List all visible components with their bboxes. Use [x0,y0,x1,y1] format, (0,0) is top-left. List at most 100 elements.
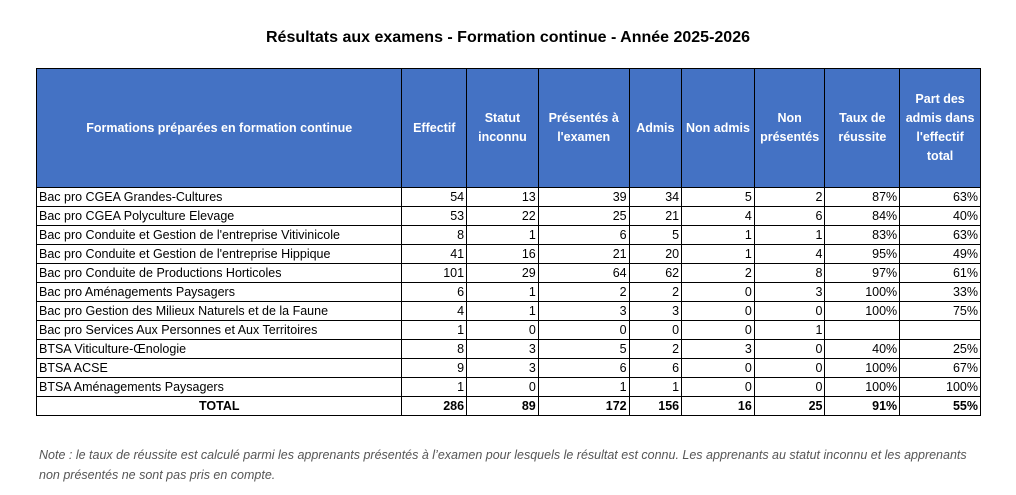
part-admis-cell: 33% [899,282,981,302]
statut-inconnu-cell: 1 [466,225,539,245]
part-admis-cell: 100% [899,377,981,397]
statut-inconnu-cell: 1 [466,282,539,302]
statut-inconnu-cell: 1 [466,301,539,321]
table-row: Bac pro CGEA Polyculture Elevage 53 22 25 21… [35,206,981,226]
total-statut-inconnu: 89 [466,396,539,416]
non-presentes-cell: 1 [753,225,826,245]
presentes-cell: 21 [537,244,630,264]
table-row: BTSA ACSE 9 3 6 6 0 0 100% 67% [35,358,981,378]
statut-inconnu-cell: 3 [466,358,539,378]
effectif-cell: 1 [401,377,468,397]
formation-name: Bac pro Aménagements Paysagers [35,282,403,302]
table-row: Bac pro Conduite et Gestion de l'entrepr… [35,225,981,245]
non-admis-cell: 1 [681,225,755,245]
taux-reussite-cell: 100% [824,301,901,321]
formation-name: Bac pro Gestion des Milieux Naturels et … [35,301,403,321]
statut-inconnu-cell: 16 [466,244,539,264]
part-admis-cell: 61% [899,263,981,283]
effectif-cell: 6 [401,282,468,302]
column-header-taux-reussite: Taux de réussite [824,68,901,188]
statut-inconnu-cell: 29 [466,263,539,283]
formation-name: BTSA Viticulture-Œnologie [35,339,403,359]
presentes-cell: 2 [537,282,630,302]
taux-reussite-cell: 100% [824,282,901,302]
presentes-cell: 64 [537,263,630,283]
table-row: Bac pro CGEA Grandes-Cultures 54 13 39 34 5 2 8… [35,187,981,207]
admis-cell: 20 [628,244,683,264]
column-header-effectif: Effectif [401,68,468,188]
taux-reussite-cell: 84% [824,206,901,226]
table-row: Bac pro Conduite de Productions Horticol… [35,263,981,283]
presentes-cell: 1 [537,377,630,397]
table-row: Bac pro Aménagements Paysagers 6 1 2 2 0 3 100%… [35,282,981,302]
non-presentes-cell: 0 [753,377,826,397]
taux-reussite-cell: 95% [824,244,901,264]
non-admis-cell: 0 [681,320,755,340]
effectif-cell: 1 [401,320,468,340]
footnote: Note : le taux de réussite est calculé p… [39,448,967,482]
page-title: Résultats aux examens - Formation contin… [265,29,750,46]
taux-reussite-cell [824,320,901,340]
non-presentes-cell: 6 [753,206,826,226]
table-row: Bac pro Services Aux Personnes et Aux Te… [35,320,981,340]
taux-reussite-cell: 83% [824,225,901,245]
non-admis-cell: 0 [681,358,755,378]
taux-reussite-cell: 97% [824,263,901,283]
taux-reussite-cell: 87% [824,187,901,207]
effectif-cell: 9 [401,358,468,378]
formation-name: BTSA Aménagements Paysagers [35,377,403,397]
part-admis-cell: 40% [899,206,981,226]
total-taux-reussite: 91% [824,396,901,416]
part-admis-cell: 25% [899,339,981,359]
non-presentes-cell: 3 [753,282,826,302]
presentes-cell: 6 [537,358,630,378]
total-row: TOTAL 286 89 172 156 16 25 91% 55% [35,396,981,416]
presentes-cell: 6 [537,225,630,245]
admis-cell: 2 [628,282,683,302]
formation-name: Bac pro Services Aux Personnes et Aux Te… [35,320,403,340]
total-non-admis: 16 [681,396,755,416]
effectif-cell: 53 [401,206,468,226]
non-presentes-cell: 0 [753,301,826,321]
admis-cell: 21 [628,206,683,226]
admis-cell: 6 [628,358,683,378]
effectif-cell: 8 [401,339,468,359]
part-admis-cell: 63% [899,187,981,207]
presentes-cell: 5 [537,339,630,359]
effectif-cell: 41 [401,244,468,264]
effectif-cell: 54 [401,187,468,207]
table-row: Bac pro Conduite et Gestion de l'entrepr… [35,244,981,264]
non-admis-cell: 0 [681,377,755,397]
column-header-presentes: Présentés à l'examen [537,68,630,188]
non-presentes-cell: 1 [753,320,826,340]
taux-reussite-cell: 40% [824,339,901,359]
non-presentes-cell: 0 [753,339,826,359]
taux-reussite-cell: 100% [824,377,901,397]
presentes-cell: 39 [537,187,630,207]
non-presentes-cell: 2 [753,187,826,207]
table-row: BTSA Viticulture-Œnologie 8 3 5 2 3 0 40% 25% [35,339,981,359]
non-presentes-cell: 8 [753,263,826,283]
effectif-cell: 8 [401,225,468,245]
non-presentes-cell: 4 [753,244,826,264]
admis-cell: 0 [628,320,683,340]
formation-name: BTSA ACSE [35,358,403,378]
part-admis-cell [899,320,981,340]
total-presentes: 172 [537,396,630,416]
part-admis-cell: 75% [899,301,981,321]
effectif-cell: 101 [401,263,468,283]
non-admis-cell: 2 [681,263,755,283]
total-effectif: 286 [401,396,468,416]
statut-inconnu-cell: 22 [466,206,539,226]
admis-cell: 3 [628,301,683,321]
header-row: Formations préparées en formation contin… [35,68,981,188]
non-admis-cell: 1 [681,244,755,264]
admis-cell: 2 [628,339,683,359]
total-part-admis: 55% [899,396,981,416]
column-header-formation: Formations préparées en formation contin… [35,68,403,188]
formation-name: Bac pro Conduite de Productions Horticol… [35,263,403,283]
column-header-non-admis: Non admis [681,68,755,188]
statut-inconnu-cell: 13 [466,187,539,207]
statut-inconnu-cell: 0 [466,377,539,397]
non-admis-cell: 0 [681,282,755,302]
